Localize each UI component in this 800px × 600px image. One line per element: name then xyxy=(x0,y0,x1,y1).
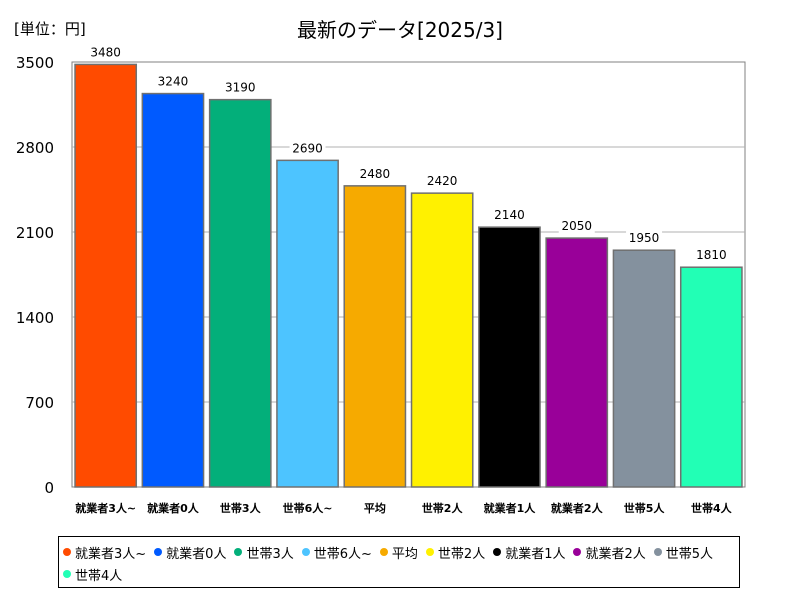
legend-swatch xyxy=(154,548,163,556)
legend-item: 就業者3人~ xyxy=(63,541,146,563)
bar xyxy=(343,185,407,488)
legend: 就業者3人~ 就業者0人 世帯3人 世帯6人~ 平均 世帯2人 就業者1人 就業者2人 世帯5人… xyxy=(58,536,740,588)
y-tick-labels: 0 700 1400 2100 2800 3500 xyxy=(16,54,54,497)
bar xyxy=(208,98,272,488)
x-tick-label: 就業者2人 xyxy=(551,501,604,515)
bar xyxy=(410,192,474,488)
legend-swatch xyxy=(493,548,502,556)
bars xyxy=(74,63,743,488)
legend-swatch xyxy=(425,548,434,556)
x-tick-label: 平均 xyxy=(364,501,386,515)
legend-label: 世帯6人~ xyxy=(313,546,372,562)
data-label-bg xyxy=(356,165,393,181)
legend-label: 平均 xyxy=(391,546,418,562)
legend-item: 就業者1人 xyxy=(493,541,565,563)
data-label-bg xyxy=(626,230,663,246)
x-tick-label: 世帯5人 xyxy=(624,501,666,515)
data-label-bg xyxy=(693,247,730,263)
legend-swatch xyxy=(63,570,71,578)
y-tick-label: 3500 xyxy=(16,54,54,72)
x-tick-label: 世帯2人 xyxy=(422,501,464,515)
data-label-bg xyxy=(154,73,191,89)
y-tick-label: 2800 xyxy=(16,139,54,157)
bar xyxy=(74,63,138,488)
data-labels: 3480 3240 3190 2690 2480 2420 2140 2050 1950 1810 xyxy=(87,44,730,263)
data-label: 2690 xyxy=(292,141,323,155)
legend-label: 就業者0人 xyxy=(166,546,227,562)
data-label: 2420 xyxy=(427,174,458,188)
y-tick-label: 700 xyxy=(25,394,54,412)
x-tick-label: 世帯4人 xyxy=(691,501,733,515)
legend-swatch xyxy=(301,548,310,556)
legend-item: 世帯4人 xyxy=(63,563,122,585)
legend-item: 世帯6人~ xyxy=(301,541,372,563)
legend-label: 世帯2人 xyxy=(437,546,486,562)
legend-swatch xyxy=(653,548,662,556)
data-label-bg xyxy=(558,218,595,234)
data-label-bg xyxy=(491,207,528,223)
y-tick-label: 1400 xyxy=(16,309,54,327)
bar xyxy=(478,226,541,488)
legend-label: 世帯5人 xyxy=(665,546,714,562)
data-label: 1810 xyxy=(696,248,727,262)
chart-title: 最新のデータ[2025/3] xyxy=(297,18,503,42)
legend-swatch xyxy=(234,548,243,556)
legend-label: 世帯3人 xyxy=(246,546,294,562)
bar xyxy=(545,237,609,488)
data-label-bg xyxy=(424,173,461,189)
bar xyxy=(141,92,205,488)
legend-item: 就業者2人 xyxy=(573,541,646,563)
data-label-bg xyxy=(87,44,124,60)
x-tick-label: 就業者0人 xyxy=(147,501,200,515)
legend-label: 就業者1人 xyxy=(505,546,566,562)
data-label-bg xyxy=(289,140,326,156)
y-tick-label: 0 xyxy=(44,479,54,497)
y-tick-label: 2100 xyxy=(16,224,54,242)
bar xyxy=(612,249,676,488)
data-label: 2480 xyxy=(360,167,391,181)
legend-item: 就業者0人 xyxy=(154,541,226,563)
x-tick-label: 就業者3人~ xyxy=(75,501,136,515)
x-tick-labels: 就業者3人~ 就業者0人 世帯3人 世帯6人~ 平均 世帯2人 就業者1人 就業者2人 世帯5人… xyxy=(75,501,732,515)
x-tick-label: 就業者1人 xyxy=(484,501,537,515)
legend-item: 世帯2人 xyxy=(425,541,486,563)
x-tick-label: 世帯6人~ xyxy=(283,501,333,515)
legend-item: 世帯5人 xyxy=(653,541,714,563)
legend-swatch xyxy=(573,548,582,556)
data-label: 1950 xyxy=(629,231,660,245)
legend-label: 就業者2人 xyxy=(585,546,646,562)
x-tick-label: 世帯3人 xyxy=(220,501,262,515)
legend-label: 就業者3人~ xyxy=(75,546,147,562)
data-label-bg xyxy=(222,79,259,95)
legend-swatch xyxy=(63,548,71,556)
legend-item: 平均 xyxy=(379,541,418,563)
data-label: 2140 xyxy=(494,208,525,222)
data-label: 3190 xyxy=(225,81,256,95)
data-label: 3480 xyxy=(90,45,121,59)
legend-label: 世帯4人 xyxy=(75,568,123,584)
data-label: 3240 xyxy=(158,75,189,89)
legend-item: 世帯3人 xyxy=(234,541,294,563)
bar xyxy=(276,159,339,488)
legend-swatch xyxy=(379,548,388,556)
unit-label: [単位：円] xyxy=(14,20,86,38)
data-label: 2050 xyxy=(561,219,592,233)
bar xyxy=(679,266,743,488)
